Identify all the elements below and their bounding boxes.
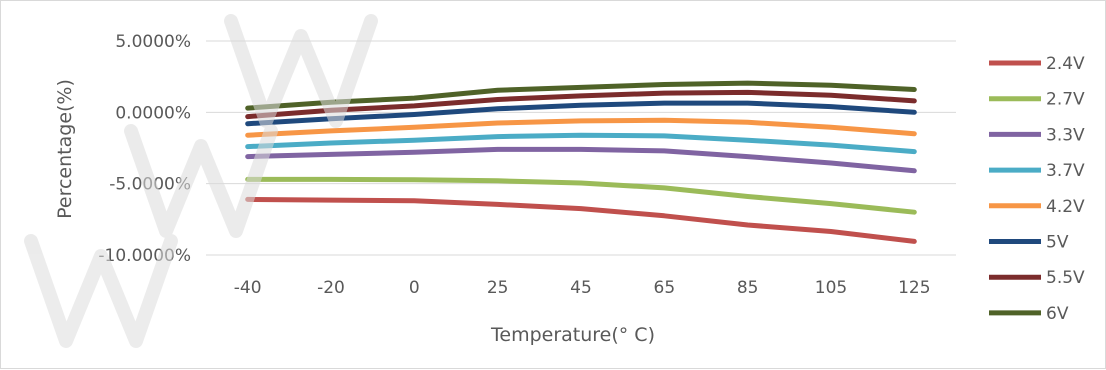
x-axis-title: Temperature(° C) [490, 324, 655, 346]
y-tick-label: -5.0000% [109, 175, 191, 195]
y-tick-label: 5.0000% [115, 32, 191, 52]
x-tick-label: 85 [737, 278, 759, 298]
y-axis-title: Percentage(%) [54, 79, 76, 219]
y-tick-label: 0.0000% [115, 103, 191, 123]
series-line-4-2v [245, 117, 917, 138]
legend: 2.4V 2.7V 3.3V 3.7V 4.2V 5V 5.5V 6V [989, 54, 1085, 324]
y-tick-label: -10.0000% [98, 246, 191, 266]
series-line-2-7v [245, 176, 917, 215]
legend-item: 5V [989, 233, 1069, 253]
x-tick-label: 25 [487, 278, 509, 298]
legend-label: 5V [1046, 233, 1069, 253]
legend-label: 2.4V [1046, 54, 1085, 74]
x-tick-label: 105 [815, 278, 847, 298]
legend-item: 6V [989, 304, 1069, 324]
y-axis-ticks: 5.0000% 0.0000% -5.0000% -10.0000% [98, 32, 191, 266]
legend-label: 2.7V [1046, 90, 1085, 110]
legend-item: 4.2V [989, 197, 1085, 217]
legend-item: 3.7V [989, 161, 1085, 181]
x-tick-label: 125 [898, 278, 930, 298]
series-line-2-4v [245, 196, 917, 244]
legend-label: 4.2V [1046, 197, 1085, 217]
series-line-3-3v [245, 146, 917, 174]
x-axis-ticks: -40 -20 0 25 45 65 85 105 125 [234, 278, 931, 298]
legend-item: 3.3V [989, 125, 1085, 145]
legend-item: 2.7V [989, 90, 1085, 110]
legend-item: 5.5V [989, 268, 1085, 288]
legend-label: 3.3V [1046, 125, 1085, 145]
x-tick-label: -40 [234, 278, 262, 298]
x-tick-label: -20 [317, 278, 345, 298]
legend-label: 3.7V [1046, 161, 1085, 181]
x-tick-label: 45 [570, 278, 592, 298]
legend-label: 6V [1046, 304, 1069, 324]
legend-item: 2.4V [989, 54, 1085, 74]
x-tick-label: 65 [654, 278, 676, 298]
series-lines [245, 80, 917, 244]
series-line-3-7v [245, 132, 917, 155]
legend-label: 5.5V [1046, 268, 1085, 288]
x-tick-label: 0 [409, 278, 420, 298]
